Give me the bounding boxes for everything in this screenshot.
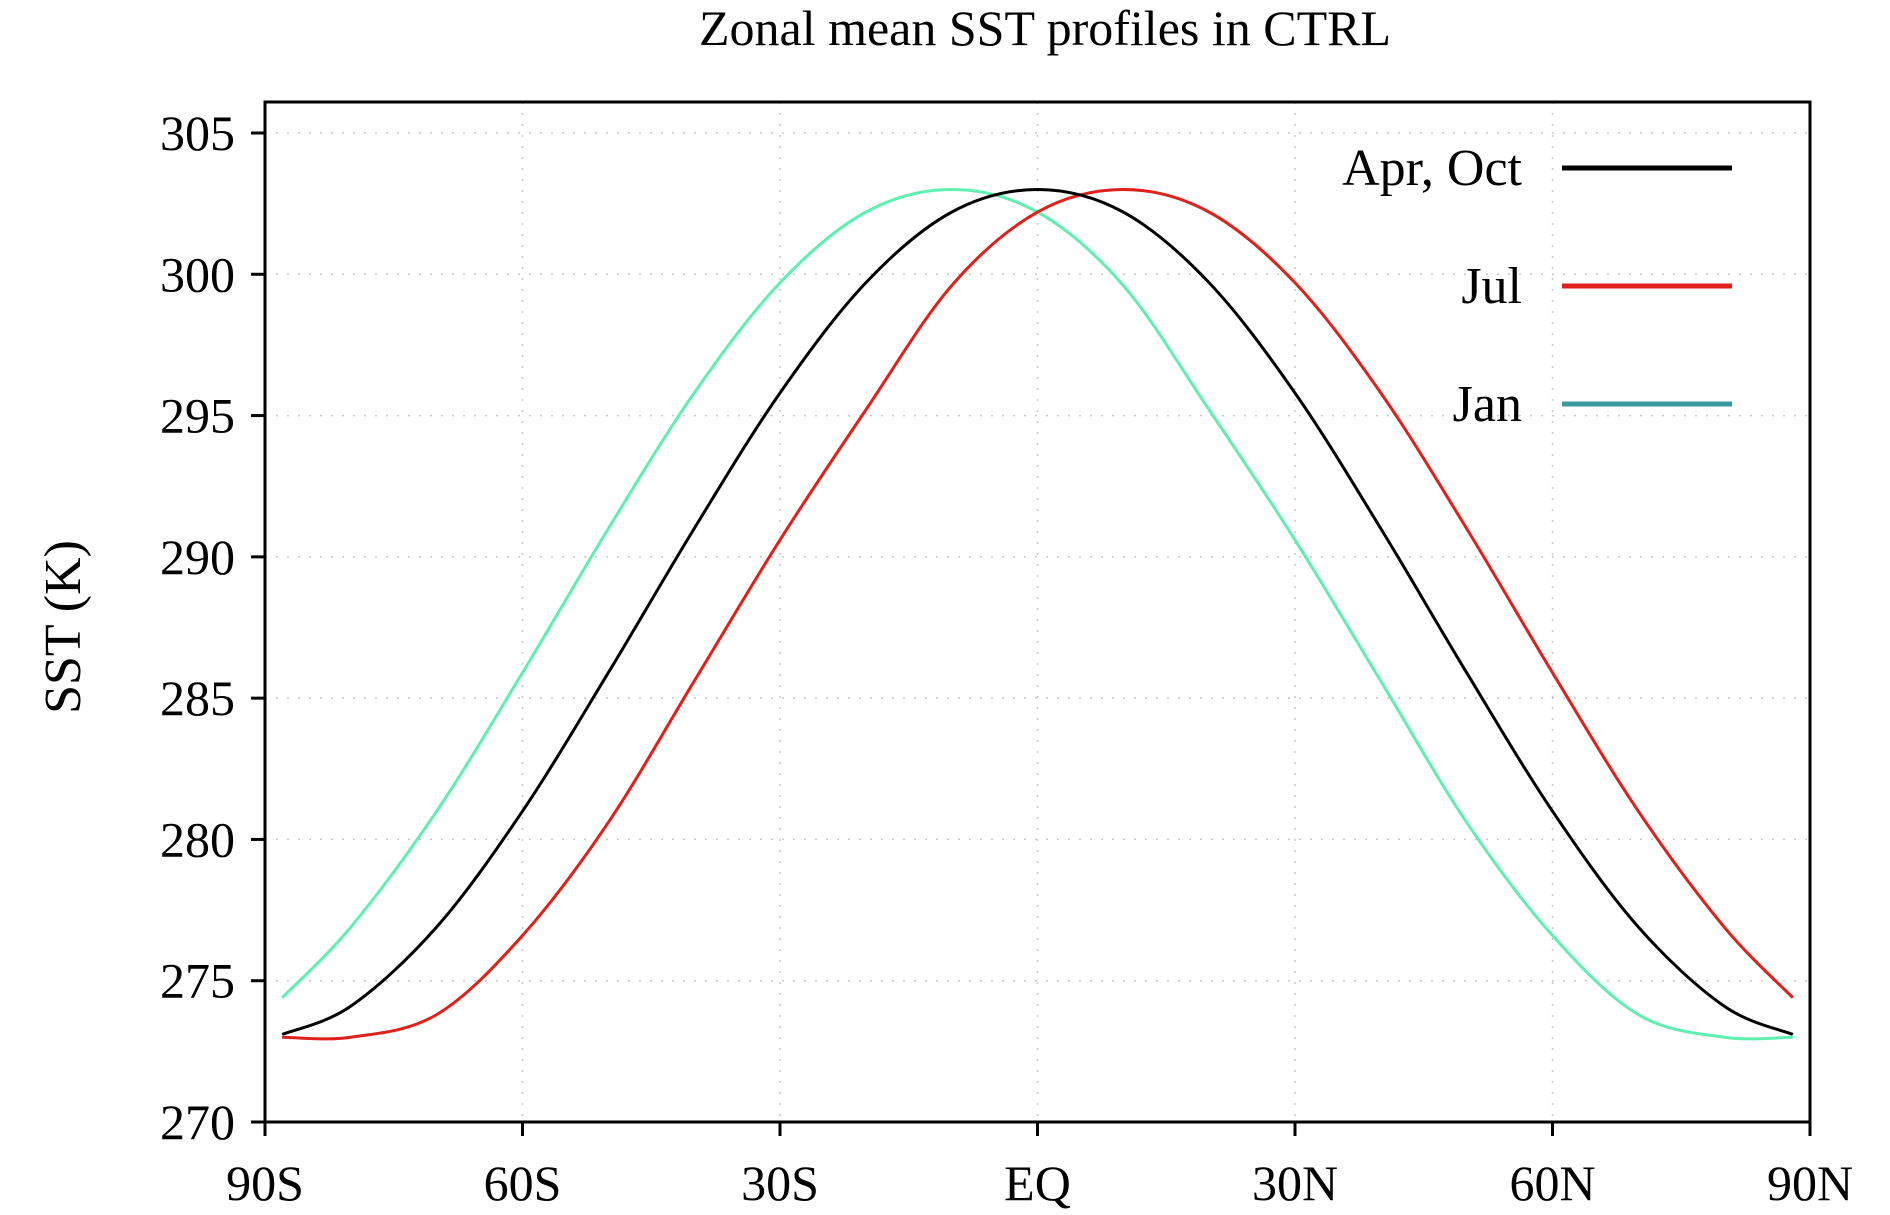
legend-label-apr-oct: Apr, Oct [1342,140,1522,197]
y-tick-label: 305 [160,105,235,161]
x-axis-tick-labels: 90S 60S 30S EQ 30N 60N 90N [226,1155,1853,1211]
series-lines [281,188,1794,1041]
y-axis-title: SST (K) [35,540,92,714]
x-tick-label: 30S [741,1155,819,1211]
x-tick-label: 30N [1252,1155,1338,1211]
y-tick-label: 270 [160,1094,235,1150]
y-tick-label: 295 [160,388,235,444]
legend-label-jan: Jan [1453,376,1522,433]
y-tick-label: 275 [160,953,235,1009]
plot-frame [263,100,1812,1124]
y-tick-label: 280 [160,811,235,867]
axis-ticks [251,131,1812,1136]
x-tick-label: 60S [484,1155,562,1211]
legend-label-jul: Jul [1461,258,1522,315]
x-tick-label: 90S [226,1155,304,1211]
y-tick-label: 285 [160,670,235,726]
series-line-jul [282,188,1794,1041]
x-tick-label: 60N [1509,1155,1595,1211]
grid-lines [265,102,1810,1122]
series-line-jan [281,188,1793,1041]
y-tick-label: 290 [160,529,235,585]
x-tick-label: EQ [1004,1155,1071,1211]
x-tick-label: 90N [1767,1155,1853,1211]
series-line-apr-oct [281,188,1794,1036]
y-axis-tick-labels: 270 275 280 285 290 295 300 305 [160,105,235,1150]
chart-title: Zonal mean SST profiles in CTRL [699,0,1391,56]
y-tick-label: 300 [160,246,235,302]
legend: Apr, Oct Jul Jan [1342,140,1732,433]
